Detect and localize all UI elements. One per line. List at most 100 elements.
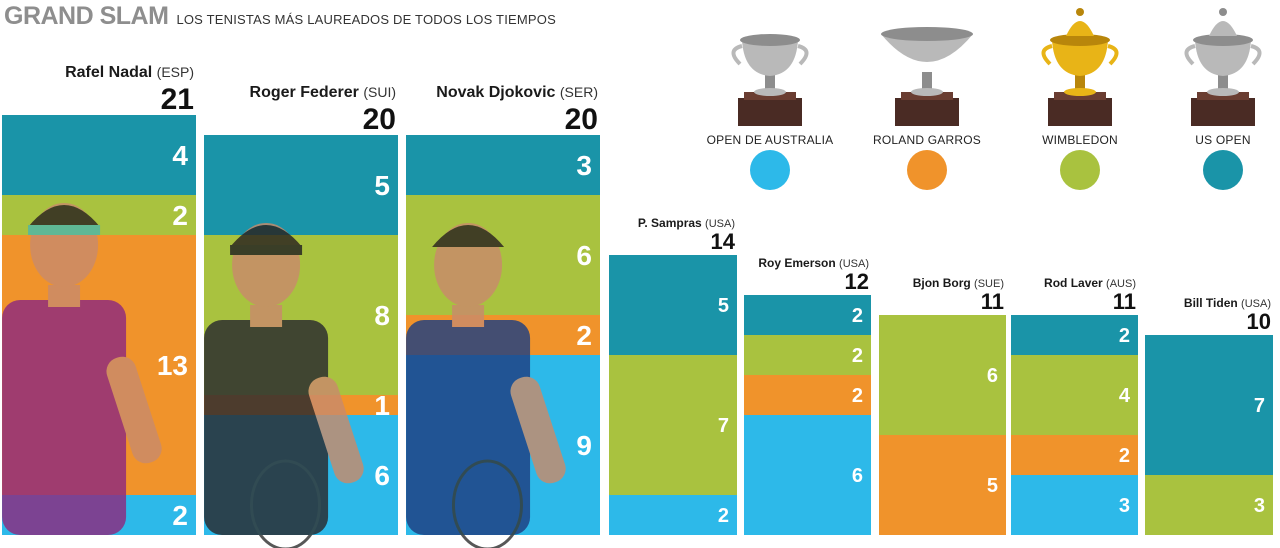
- total-value-label: 10: [1247, 309, 1271, 334]
- trophy-handle-left: [1184, 44, 1196, 66]
- player-photo-roger-federer: [204, 223, 364, 548]
- player-headband: [230, 245, 303, 255]
- bar-segment-bill-tiden-us_open: [1145, 335, 1273, 475]
- player-neck: [452, 305, 485, 327]
- segment-value-label: 13: [157, 350, 188, 381]
- trophy-handle-left: [731, 44, 743, 66]
- player-torso: [2, 300, 127, 535]
- segment-value-label: 3: [1254, 495, 1265, 517]
- trophy-stem: [1218, 72, 1228, 94]
- trophy-rim: [1050, 34, 1110, 46]
- trophy-stem: [765, 72, 775, 94]
- player-torso: [204, 320, 329, 535]
- segment-value-label: 5: [718, 295, 729, 317]
- silver-cup-icon: [881, 27, 973, 126]
- player-neck: [48, 285, 81, 307]
- trophy-foot: [754, 88, 786, 96]
- player-hair: [432, 225, 505, 247]
- segment-value-label: 3: [576, 150, 592, 181]
- segment-value-label: 6: [374, 460, 390, 491]
- bar-segment-rafel-nadal-us_open: [2, 115, 196, 195]
- legend-item-roland-garros: ROLAND GARROS: [873, 27, 981, 190]
- player-name-label: Bjon Borg (SUE): [913, 276, 1004, 290]
- legend-color-dot: [907, 150, 947, 190]
- total-value-label: 14: [711, 229, 736, 254]
- segment-value-label: 2: [852, 345, 863, 367]
- legend-color-dot: [1203, 150, 1243, 190]
- bar-segment-bill-tiden-wimbledon: [1145, 475, 1273, 535]
- legend-label: ROLAND GARROS: [873, 133, 981, 147]
- chart-header: GRAND SLAM LOS TENISTAS MÁS LAUREADOS DE…: [4, 2, 556, 36]
- silver-trophy-icon: [1184, 8, 1262, 126]
- segment-value-label: 2: [718, 505, 729, 527]
- player-name-label: Novak Djokovic (SER): [436, 84, 598, 101]
- player-photo-novak-djokovic: [406, 223, 566, 548]
- trophy-base: [895, 98, 959, 126]
- legend-item-wimbledon: WIMBLEDON: [1041, 8, 1119, 190]
- trophy-handle-right: [1250, 44, 1262, 66]
- bar-segment-rod-laver-roland_garros: [1011, 435, 1138, 475]
- bar-segment-roy-emerson-roland_garros: [744, 375, 871, 415]
- player-name: Bjon Borg: [913, 276, 974, 290]
- bar-segment-rod-laver-us_open: [1011, 315, 1138, 355]
- segment-value-label: 2: [576, 320, 592, 351]
- player-name: Bill Tiden: [1184, 296, 1241, 310]
- segment-value-label: 6: [576, 240, 592, 271]
- player-arm: [308, 376, 364, 484]
- bar-group-bill-tiden: 7 3 10 Bill Tiden (USA): [1145, 296, 1273, 535]
- trophy-foot: [911, 88, 943, 96]
- trophy-rim: [1193, 34, 1253, 46]
- player-torso: [406, 320, 531, 535]
- bar-group-roger-federer: 5 8 1 6 20 Roger Federer (SUI): [204, 84, 398, 548]
- bar-segment-roy-emerson-wimbledon: [744, 335, 871, 375]
- trophy-handle-right: [797, 44, 809, 66]
- player-photo-rafel-nadal: [2, 203, 162, 535]
- trophy-cup: [881, 34, 973, 62]
- segment-value-label: 2: [852, 305, 863, 327]
- tennis-racket: [451, 459, 523, 548]
- segment-value-label: 2: [172, 500, 188, 531]
- segment-value-label: 5: [987, 475, 998, 497]
- segment-value-label: 1: [374, 390, 390, 421]
- segment-value-label: 2: [1119, 325, 1130, 347]
- total-value-label: 20: [565, 103, 598, 136]
- tennis-racket: [249, 459, 321, 548]
- player-name-label: P. Sampras (USA): [638, 216, 735, 230]
- player-name-label: Roger Federer (SUI): [250, 84, 396, 101]
- bar-segment-roy-emerson-open_de_australia: [744, 415, 871, 535]
- player-name: Roy Emerson: [758, 256, 839, 270]
- bar-segment-p-sampras-wimbledon: [609, 355, 737, 495]
- trophy-lid: [1066, 21, 1094, 36]
- trophy-lid: [1209, 21, 1237, 36]
- trophy-cup: [742, 40, 798, 76]
- segment-value-label: 5: [374, 170, 390, 201]
- trophy-handle-left: [1041, 44, 1053, 66]
- player-country: (USA): [1241, 298, 1271, 310]
- player-country: (SUI): [363, 84, 396, 100]
- player-country: (USA): [839, 258, 869, 270]
- trophy-finial: [1076, 8, 1084, 16]
- legend-item-open-de-australia: OPEN DE AUSTRALIA: [707, 34, 833, 190]
- trophy-rim: [881, 27, 973, 41]
- bar-segment-roy-emerson-us_open: [744, 295, 871, 335]
- trophy-base: [1048, 98, 1112, 126]
- player-hair: [28, 205, 101, 227]
- player-country: (SER): [560, 84, 598, 100]
- segment-value-label: 2: [1119, 445, 1130, 467]
- player-neck: [250, 305, 283, 327]
- bar-segment-p-sampras-us_open: [609, 255, 737, 355]
- bar-segment-bjon-borg-wimbledon: [879, 315, 1006, 435]
- trophy-finial: [1219, 8, 1227, 16]
- player-name: Rod Laver: [1044, 276, 1106, 290]
- legend: OPEN DE AUSTRALIA ROLAND GARROS WIMBLEDON U…: [707, 8, 1262, 190]
- bar-segment-roger-federer-us_open: [204, 135, 398, 235]
- chart-title: GRAND SLAM: [4, 2, 169, 30]
- player-arm: [510, 376, 566, 484]
- segment-value-label: 7: [1254, 395, 1265, 417]
- bar-segment-p-sampras-open_de_australia: [609, 495, 737, 535]
- segment-value-label: 6: [987, 365, 998, 387]
- player-name: P. Sampras: [638, 216, 705, 230]
